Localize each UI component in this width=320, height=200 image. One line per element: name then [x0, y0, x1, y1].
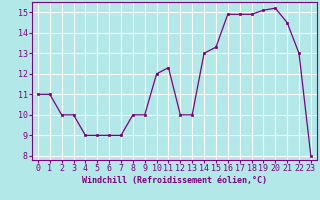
X-axis label: Windchill (Refroidissement éolien,°C): Windchill (Refroidissement éolien,°C): [82, 176, 267, 185]
